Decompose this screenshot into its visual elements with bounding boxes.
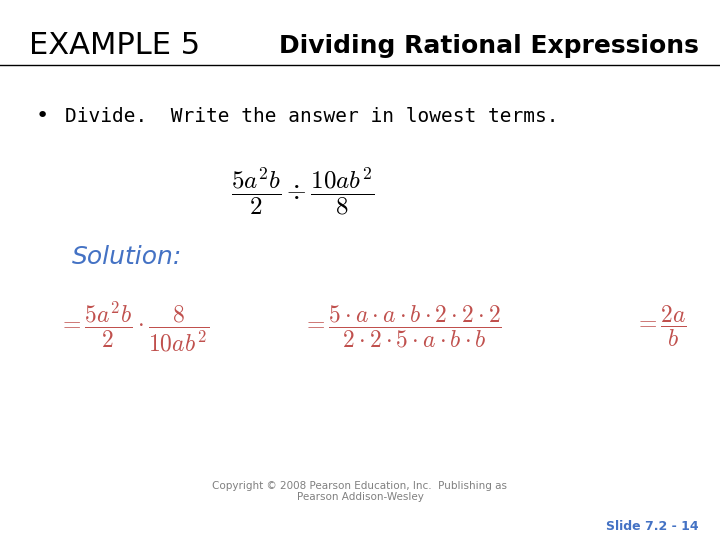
Text: $\dfrac{5a^2b}{2} \div \dfrac{10ab^2}{8}$: $\dfrac{5a^2b}{2} \div \dfrac{10ab^2}{8}… xyxy=(230,166,374,218)
Text: $= \dfrac{5a^2b}{2} \cdot \dfrac{8}{10ab^2}$: $= \dfrac{5a^2b}{2} \cdot \dfrac{8}{10ab… xyxy=(58,300,209,354)
Text: •: • xyxy=(36,106,49,126)
Text: Dividing Rational Expressions: Dividing Rational Expressions xyxy=(279,34,698,58)
Text: Slide 7.2 - 14: Slide 7.2 - 14 xyxy=(606,520,698,533)
Text: Copyright © 2008 Pearson Education, Inc.  Publishing as
Pearson Addison-Wesley: Copyright © 2008 Pearson Education, Inc.… xyxy=(212,481,508,502)
Text: $= \dfrac{5 \cdot a \cdot a \cdot b \cdot 2 \cdot 2 \cdot 2}{2 \cdot 2 \cdot 5 \: $= \dfrac{5 \cdot a \cdot a \cdot b \cdo… xyxy=(302,303,503,350)
Text: $= \dfrac{2a}{b}$: $= \dfrac{2a}{b}$ xyxy=(634,304,686,349)
Text: Solution:: Solution: xyxy=(72,245,182,268)
Text: Divide.  Write the answer in lowest terms.: Divide. Write the answer in lowest terms… xyxy=(65,106,558,126)
Text: EXAMPLE 5: EXAMPLE 5 xyxy=(29,31,200,60)
